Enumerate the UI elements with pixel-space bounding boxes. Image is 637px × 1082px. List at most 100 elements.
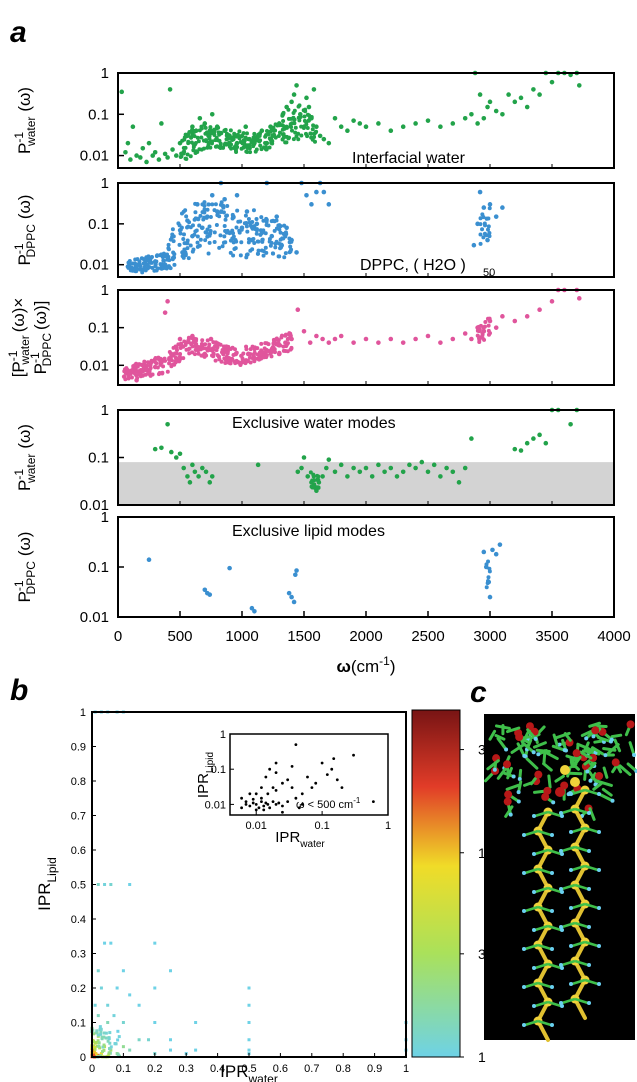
data-point xyxy=(159,445,164,451)
cloud-point xyxy=(245,359,250,364)
cloud-point xyxy=(276,254,281,259)
data-point xyxy=(165,155,170,160)
inset-point xyxy=(340,786,344,790)
cloud-point xyxy=(271,341,276,346)
cloud-point xyxy=(259,215,264,220)
y-tick-label: 0.3 xyxy=(71,949,86,961)
panel-c xyxy=(483,714,637,1042)
c-h-bond xyxy=(547,848,562,856)
inset-y-tick-label: 1 xyxy=(220,729,226,741)
data-point xyxy=(245,351,251,357)
cloud-point xyxy=(311,123,316,128)
cloud-point xyxy=(133,366,138,371)
data-point xyxy=(208,336,214,342)
cloud-point xyxy=(168,237,173,242)
cloud-point xyxy=(206,143,211,148)
data-point xyxy=(357,469,363,475)
heatmap-cell xyxy=(109,1045,113,1049)
cloud-point xyxy=(131,364,136,369)
annotation-sub: 50 xyxy=(483,267,495,279)
subplot-a1: 1 0.1 0.01 Interfacial water P-1water(ω) xyxy=(12,65,615,169)
inset-frame xyxy=(229,733,389,816)
oxygen-atom xyxy=(503,760,512,769)
cloud-point xyxy=(206,202,211,207)
cloud-point xyxy=(196,139,201,144)
cloud-point xyxy=(283,332,288,337)
cloud-point xyxy=(193,229,198,234)
c-h-bond xyxy=(534,1000,549,1008)
data-point xyxy=(477,189,483,195)
x-tick-label: 2500 xyxy=(411,628,444,645)
cloud-point xyxy=(487,206,492,211)
cloud-point xyxy=(184,241,189,246)
water-bond xyxy=(588,721,601,728)
heatmap-cell xyxy=(102,1031,106,1035)
c-h-bond xyxy=(574,807,589,815)
cloud-point xyxy=(261,218,266,223)
data-point xyxy=(140,146,146,151)
hydrogen-atom xyxy=(562,748,567,753)
water-bond xyxy=(588,807,596,821)
cloud-point xyxy=(190,344,195,349)
x-tick-label: 0.6 xyxy=(273,1063,288,1075)
data-point xyxy=(301,455,307,460)
inset-x-tick-label: 0.01 xyxy=(246,820,267,832)
cloud-point xyxy=(237,129,242,134)
data-point xyxy=(324,465,329,471)
cloud-point xyxy=(315,485,320,490)
cloud-point xyxy=(247,220,252,225)
cloud-point xyxy=(179,211,184,216)
cloud-point xyxy=(225,203,230,208)
cloud-point xyxy=(190,132,195,137)
cloud-point xyxy=(166,246,171,251)
data-point xyxy=(382,469,387,475)
heatmap-cell xyxy=(96,969,100,973)
data-point xyxy=(462,331,468,336)
head-atom xyxy=(560,765,570,775)
c-h-bond xyxy=(524,1019,539,1027)
hydrogen-atom xyxy=(585,769,590,774)
water-bond xyxy=(570,756,576,769)
hydrogen-atom xyxy=(522,1023,526,1027)
data-point xyxy=(512,99,518,105)
inset-y-tick-label: 0.1 xyxy=(211,764,226,776)
y-tick-label: 1 xyxy=(101,65,109,82)
hydrogen-atom xyxy=(536,752,541,757)
cloud-point xyxy=(197,223,202,228)
data-point xyxy=(227,356,232,361)
cloud-point xyxy=(254,231,259,236)
data-point xyxy=(289,99,294,105)
hydrogen-atom xyxy=(597,944,601,948)
data-point xyxy=(487,318,493,324)
cloud-point xyxy=(238,219,243,224)
cloud-point xyxy=(190,223,195,228)
data-point xyxy=(301,329,307,334)
inset-point xyxy=(277,801,281,805)
heatmap-cell xyxy=(95,1031,99,1035)
data-point xyxy=(524,314,530,319)
cloud-point xyxy=(235,208,240,213)
cloud-point xyxy=(303,131,308,136)
data-point xyxy=(462,465,468,471)
data-point xyxy=(173,345,179,350)
heatmap-cell xyxy=(107,1037,111,1041)
water-bond xyxy=(486,759,500,771)
cloud-point xyxy=(245,149,250,154)
inset-point xyxy=(264,801,268,805)
panel-a-label: a xyxy=(10,16,27,49)
cloud-point xyxy=(249,225,254,230)
data-point xyxy=(320,336,325,342)
cloud-point xyxy=(296,131,301,136)
cloud-point xyxy=(238,253,243,258)
oxygen-atom xyxy=(626,720,635,729)
x-tick-label: 1000 xyxy=(225,628,258,645)
cloud-point xyxy=(214,222,219,227)
heatmap-cell xyxy=(98,1046,102,1050)
water-bond xyxy=(496,737,508,751)
data-point xyxy=(283,340,288,345)
data-point xyxy=(177,336,183,342)
cloud-point xyxy=(205,207,210,212)
heatmap-cell xyxy=(106,1021,110,1024)
water-bond xyxy=(601,787,613,797)
data-point xyxy=(152,259,158,264)
